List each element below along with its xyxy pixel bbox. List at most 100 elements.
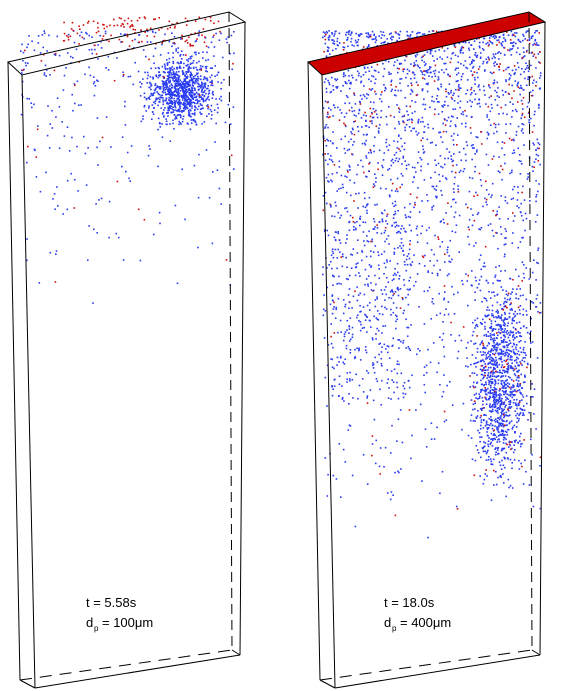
particle <box>431 100 433 102</box>
particle <box>373 34 375 36</box>
particle <box>172 79 174 81</box>
particle <box>514 360 516 362</box>
particle <box>519 389 521 391</box>
particle <box>156 91 158 93</box>
particle <box>441 396 443 398</box>
particle <box>159 94 161 96</box>
particle <box>159 223 161 225</box>
particle <box>443 299 445 301</box>
particle <box>41 60 43 62</box>
particle <box>176 71 178 73</box>
particle <box>508 337 510 339</box>
particle <box>204 90 206 92</box>
particle <box>353 93 355 95</box>
particle <box>516 336 518 338</box>
particle <box>485 415 487 417</box>
particle <box>344 124 346 126</box>
particle <box>329 53 331 55</box>
particle <box>515 375 517 377</box>
particle <box>175 205 177 207</box>
particle <box>468 229 470 231</box>
particle <box>424 54 426 56</box>
particle <box>486 394 488 396</box>
particle <box>476 149 478 151</box>
box-top <box>8 12 245 75</box>
particle <box>445 308 447 310</box>
particle <box>504 270 506 272</box>
particle <box>455 340 457 342</box>
particle <box>183 73 185 75</box>
particle <box>470 386 472 388</box>
particle <box>467 207 469 209</box>
particle <box>180 61 182 63</box>
particle <box>463 148 465 150</box>
particle <box>158 118 160 120</box>
particle <box>374 91 376 93</box>
particle <box>461 113 463 115</box>
particle <box>494 338 496 340</box>
particle <box>510 330 512 332</box>
particle <box>354 110 356 112</box>
particle <box>492 353 494 355</box>
particle <box>331 39 333 41</box>
particle <box>421 60 423 62</box>
particle <box>222 57 224 59</box>
particle <box>381 110 383 112</box>
particle <box>497 87 499 89</box>
particle <box>458 351 460 353</box>
particle <box>536 306 538 308</box>
particle <box>511 170 513 172</box>
particle <box>429 68 431 70</box>
particle <box>538 160 540 162</box>
particle <box>208 47 210 49</box>
particle <box>171 85 173 87</box>
particle <box>192 62 194 64</box>
particle <box>375 93 377 95</box>
particle <box>487 345 489 347</box>
particle <box>468 226 470 228</box>
particle <box>382 325 384 327</box>
particle <box>175 84 177 86</box>
particle <box>488 106 490 108</box>
particle <box>393 381 395 383</box>
particle <box>494 57 496 59</box>
particle <box>497 453 499 455</box>
particle <box>485 201 487 203</box>
particle <box>88 225 90 227</box>
box-back-edge <box>229 12 232 650</box>
particle <box>203 28 205 30</box>
particle <box>68 39 70 41</box>
particle <box>470 364 472 366</box>
particle <box>465 60 467 62</box>
particle <box>509 299 511 301</box>
particle <box>364 198 366 200</box>
particle <box>327 112 329 114</box>
particle <box>105 67 107 69</box>
particle <box>511 356 513 358</box>
particle <box>419 211 421 213</box>
particle <box>518 375 520 377</box>
particle <box>520 433 522 435</box>
particle <box>525 471 527 473</box>
particle <box>154 85 156 87</box>
particle <box>108 56 110 58</box>
particle <box>150 76 152 78</box>
particle <box>494 276 496 278</box>
particle <box>504 372 506 374</box>
particle <box>398 68 400 70</box>
particle <box>349 372 351 374</box>
particle <box>415 409 417 411</box>
particle <box>187 123 189 125</box>
particle <box>183 54 185 56</box>
particle <box>208 92 210 94</box>
particle <box>378 255 380 257</box>
particle <box>537 294 539 296</box>
particle <box>479 279 481 281</box>
particle <box>505 387 507 389</box>
particle <box>399 158 401 160</box>
particle <box>181 58 183 60</box>
particle <box>507 49 509 51</box>
particle <box>90 75 92 77</box>
particle <box>344 116 346 118</box>
particle <box>366 235 368 237</box>
